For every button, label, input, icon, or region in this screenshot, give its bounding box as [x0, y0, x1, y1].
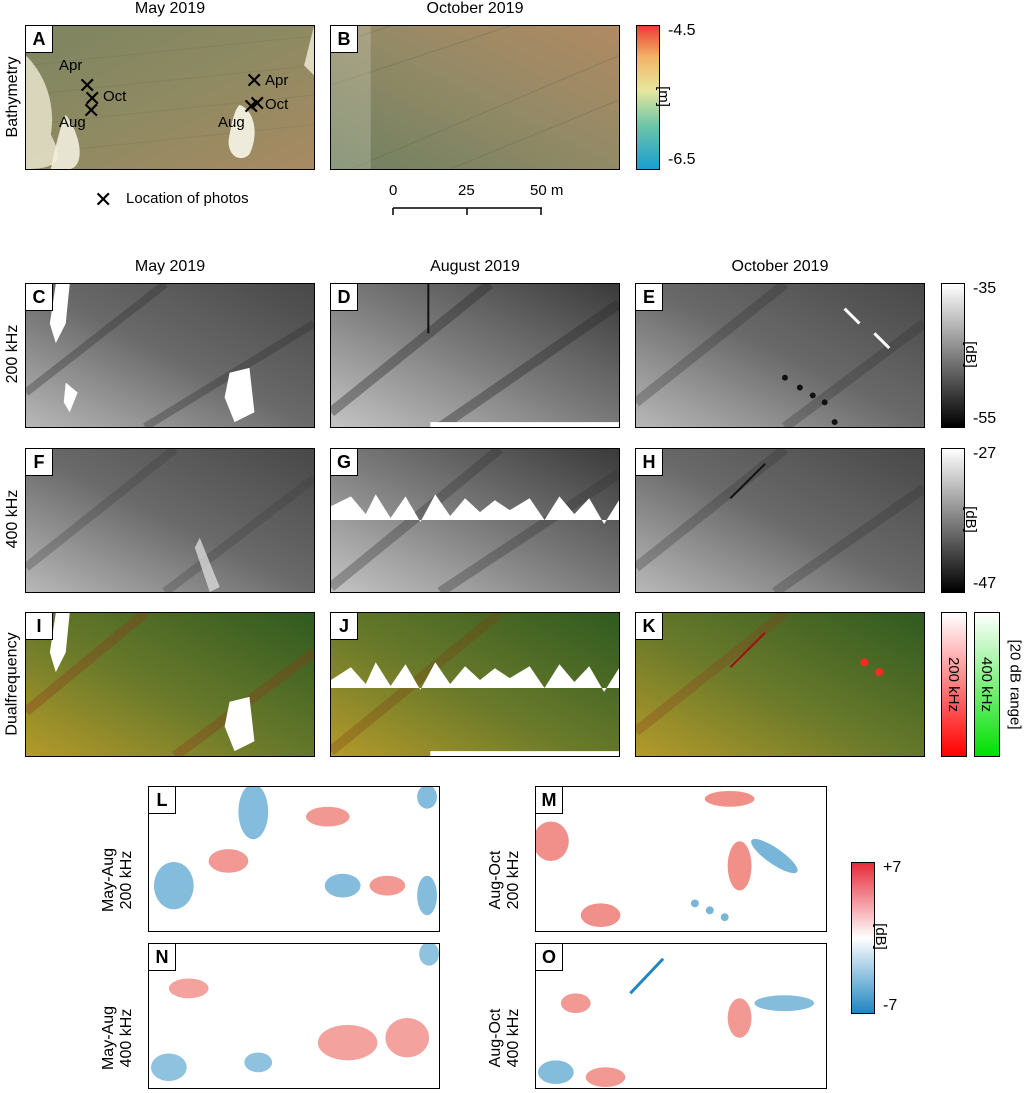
panel-e-200khz-oct: E [635, 283, 925, 428]
panel-letter: N [149, 944, 176, 971]
colorbar-dual-red [941, 612, 967, 757]
panel-letter: K [636, 613, 663, 640]
panel-c-200khz-may: C [25, 283, 315, 428]
photo-location-x-icon: ✕ [82, 98, 101, 123]
colorbar-unit-label: [m] [654, 86, 672, 107]
photo-label: Aug [59, 114, 86, 131]
photo-location-x-icon: ✕ [248, 91, 267, 116]
header-bathy-oct: October 2019 [426, 0, 524, 17]
panel-letter: L [149, 787, 176, 814]
photo-location-x-icon: ✕ [245, 68, 264, 93]
panel-letter: M [536, 787, 563, 814]
panel-letter: J [331, 613, 358, 640]
row-label-200khz: 200 kHz [4, 324, 21, 384]
panel-j-dual-aug: J [330, 612, 620, 757]
colorbar-unit-label: [dB] [961, 506, 979, 533]
scalebar-tick-50: 50 m [530, 182, 564, 199]
panel-m-diff-aug-oct-200: M [535, 786, 827, 932]
panel-h-400khz-oct: H [635, 448, 925, 593]
panel-i-dual-may: I [25, 612, 315, 757]
panel-letter: H [636, 449, 663, 476]
panel-letter: C [26, 284, 53, 311]
photo-location-x-icon: ✕ [83, 86, 102, 111]
colorbar-unit-label: [20 dB range] [1006, 639, 1024, 730]
panel-o-diff-aug-oct-400: O [535, 943, 827, 1089]
diff-label-line-1: May-Aug [100, 847, 117, 913]
diff-label-aug-oct-400: Aug-Oct 400 kHz [487, 988, 523, 1088]
colorbar-label-400khz: 400 kHz [978, 656, 996, 713]
panel-g-400khz-aug: G [330, 448, 620, 593]
photo-label: Apr [59, 57, 83, 74]
panel-letter: A [26, 26, 53, 53]
scalebar [392, 207, 542, 215]
colorbar-400khz [941, 448, 965, 593]
photo-label: Oct [103, 88, 127, 105]
colorbar-unit-label: [dB] [871, 923, 889, 950]
colorbar-min-label: -6.5 [668, 151, 696, 168]
panel-letter: E [636, 284, 663, 311]
header-august: August 2019 [430, 258, 520, 275]
scalebar-tick-25: 25 [458, 182, 475, 199]
diff-label-line-1: May-Aug [100, 1005, 117, 1071]
diff-label-line-2: 400 kHz [118, 1008, 135, 1068]
colorbar-200khz [941, 283, 965, 428]
panel-letter: O [536, 944, 563, 971]
colorbar-min-label: -7 [883, 997, 898, 1014]
diff-label-aug-oct-200: Aug-Oct 200 kHz [487, 830, 523, 930]
diff-label-may-aug-400: May-Aug 400 kHz [100, 988, 136, 1088]
legend-label: Location of photos [126, 190, 249, 207]
header-october: October 2019 [731, 258, 829, 275]
panel-letter: I [26, 613, 53, 640]
diff-label-may-aug-200: May-Aug 200 kHz [100, 830, 136, 930]
colorbar-max-label: -35 [973, 280, 997, 297]
photo-label: Aug [218, 114, 245, 131]
panel-d-200khz-aug: D [330, 283, 620, 428]
colorbar-max-label: -27 [973, 445, 997, 462]
colorbar-difference [851, 862, 875, 1014]
panel-a-bathymetry-may: A ✕ ✕ ✕ ✕ ✕ ✕ Apr Oct Aug Apr Oct Aug [25, 25, 315, 170]
photo-label: Oct [265, 96, 289, 113]
row-label-dualfrequency: Dualfrequency [3, 632, 21, 736]
photo-label: Apr [265, 72, 289, 89]
photo-location-x-icon: ✕ [242, 94, 261, 119]
panel-letter: F [26, 449, 53, 476]
colorbar-min-label: -47 [973, 575, 997, 592]
colorbar-max-label: +7 [883, 859, 902, 876]
colorbar-dual-green [974, 612, 1000, 757]
diff-label-line-1: Aug-Oct [487, 1008, 504, 1068]
legend-x-icon: ✕ [94, 187, 113, 212]
row-label-bathymetry: Bathymetry [4, 56, 21, 138]
diff-label-line-2: 400 kHz [505, 1008, 522, 1068]
panel-b-bathymetry-oct: B [330, 25, 620, 170]
panel-l-diff-may-aug-200: L [148, 786, 440, 932]
scalebar-tick-0: 0 [389, 182, 398, 199]
colorbar-min-label: -55 [973, 410, 997, 427]
colorbar-max-label: -4.5 [668, 22, 696, 39]
colorbar-label-200khz: 200 kHz [945, 656, 963, 713]
diff-label-line-2: 200 kHz [505, 850, 522, 910]
bathymetry-colorbar [636, 25, 660, 170]
header-may: May 2019 [134, 258, 206, 275]
panel-k-dual-oct: K [635, 612, 925, 757]
panel-letter: D [331, 284, 358, 311]
photo-location-x-icon: ✕ [78, 73, 97, 98]
panel-f-400khz-may: F [25, 448, 315, 593]
diff-label-line-2: 200 kHz [118, 850, 135, 910]
panel-letter: B [331, 26, 358, 53]
header-bathy-may: May 2019 [134, 0, 206, 17]
panel-letter: G [331, 449, 358, 476]
colorbar-unit-label: [dB] [961, 341, 979, 368]
panel-n-diff-may-aug-400: N [148, 943, 440, 1089]
diff-label-line-1: Aug-Oct [487, 850, 504, 910]
row-label-400khz: 400 kHz [4, 489, 21, 549]
